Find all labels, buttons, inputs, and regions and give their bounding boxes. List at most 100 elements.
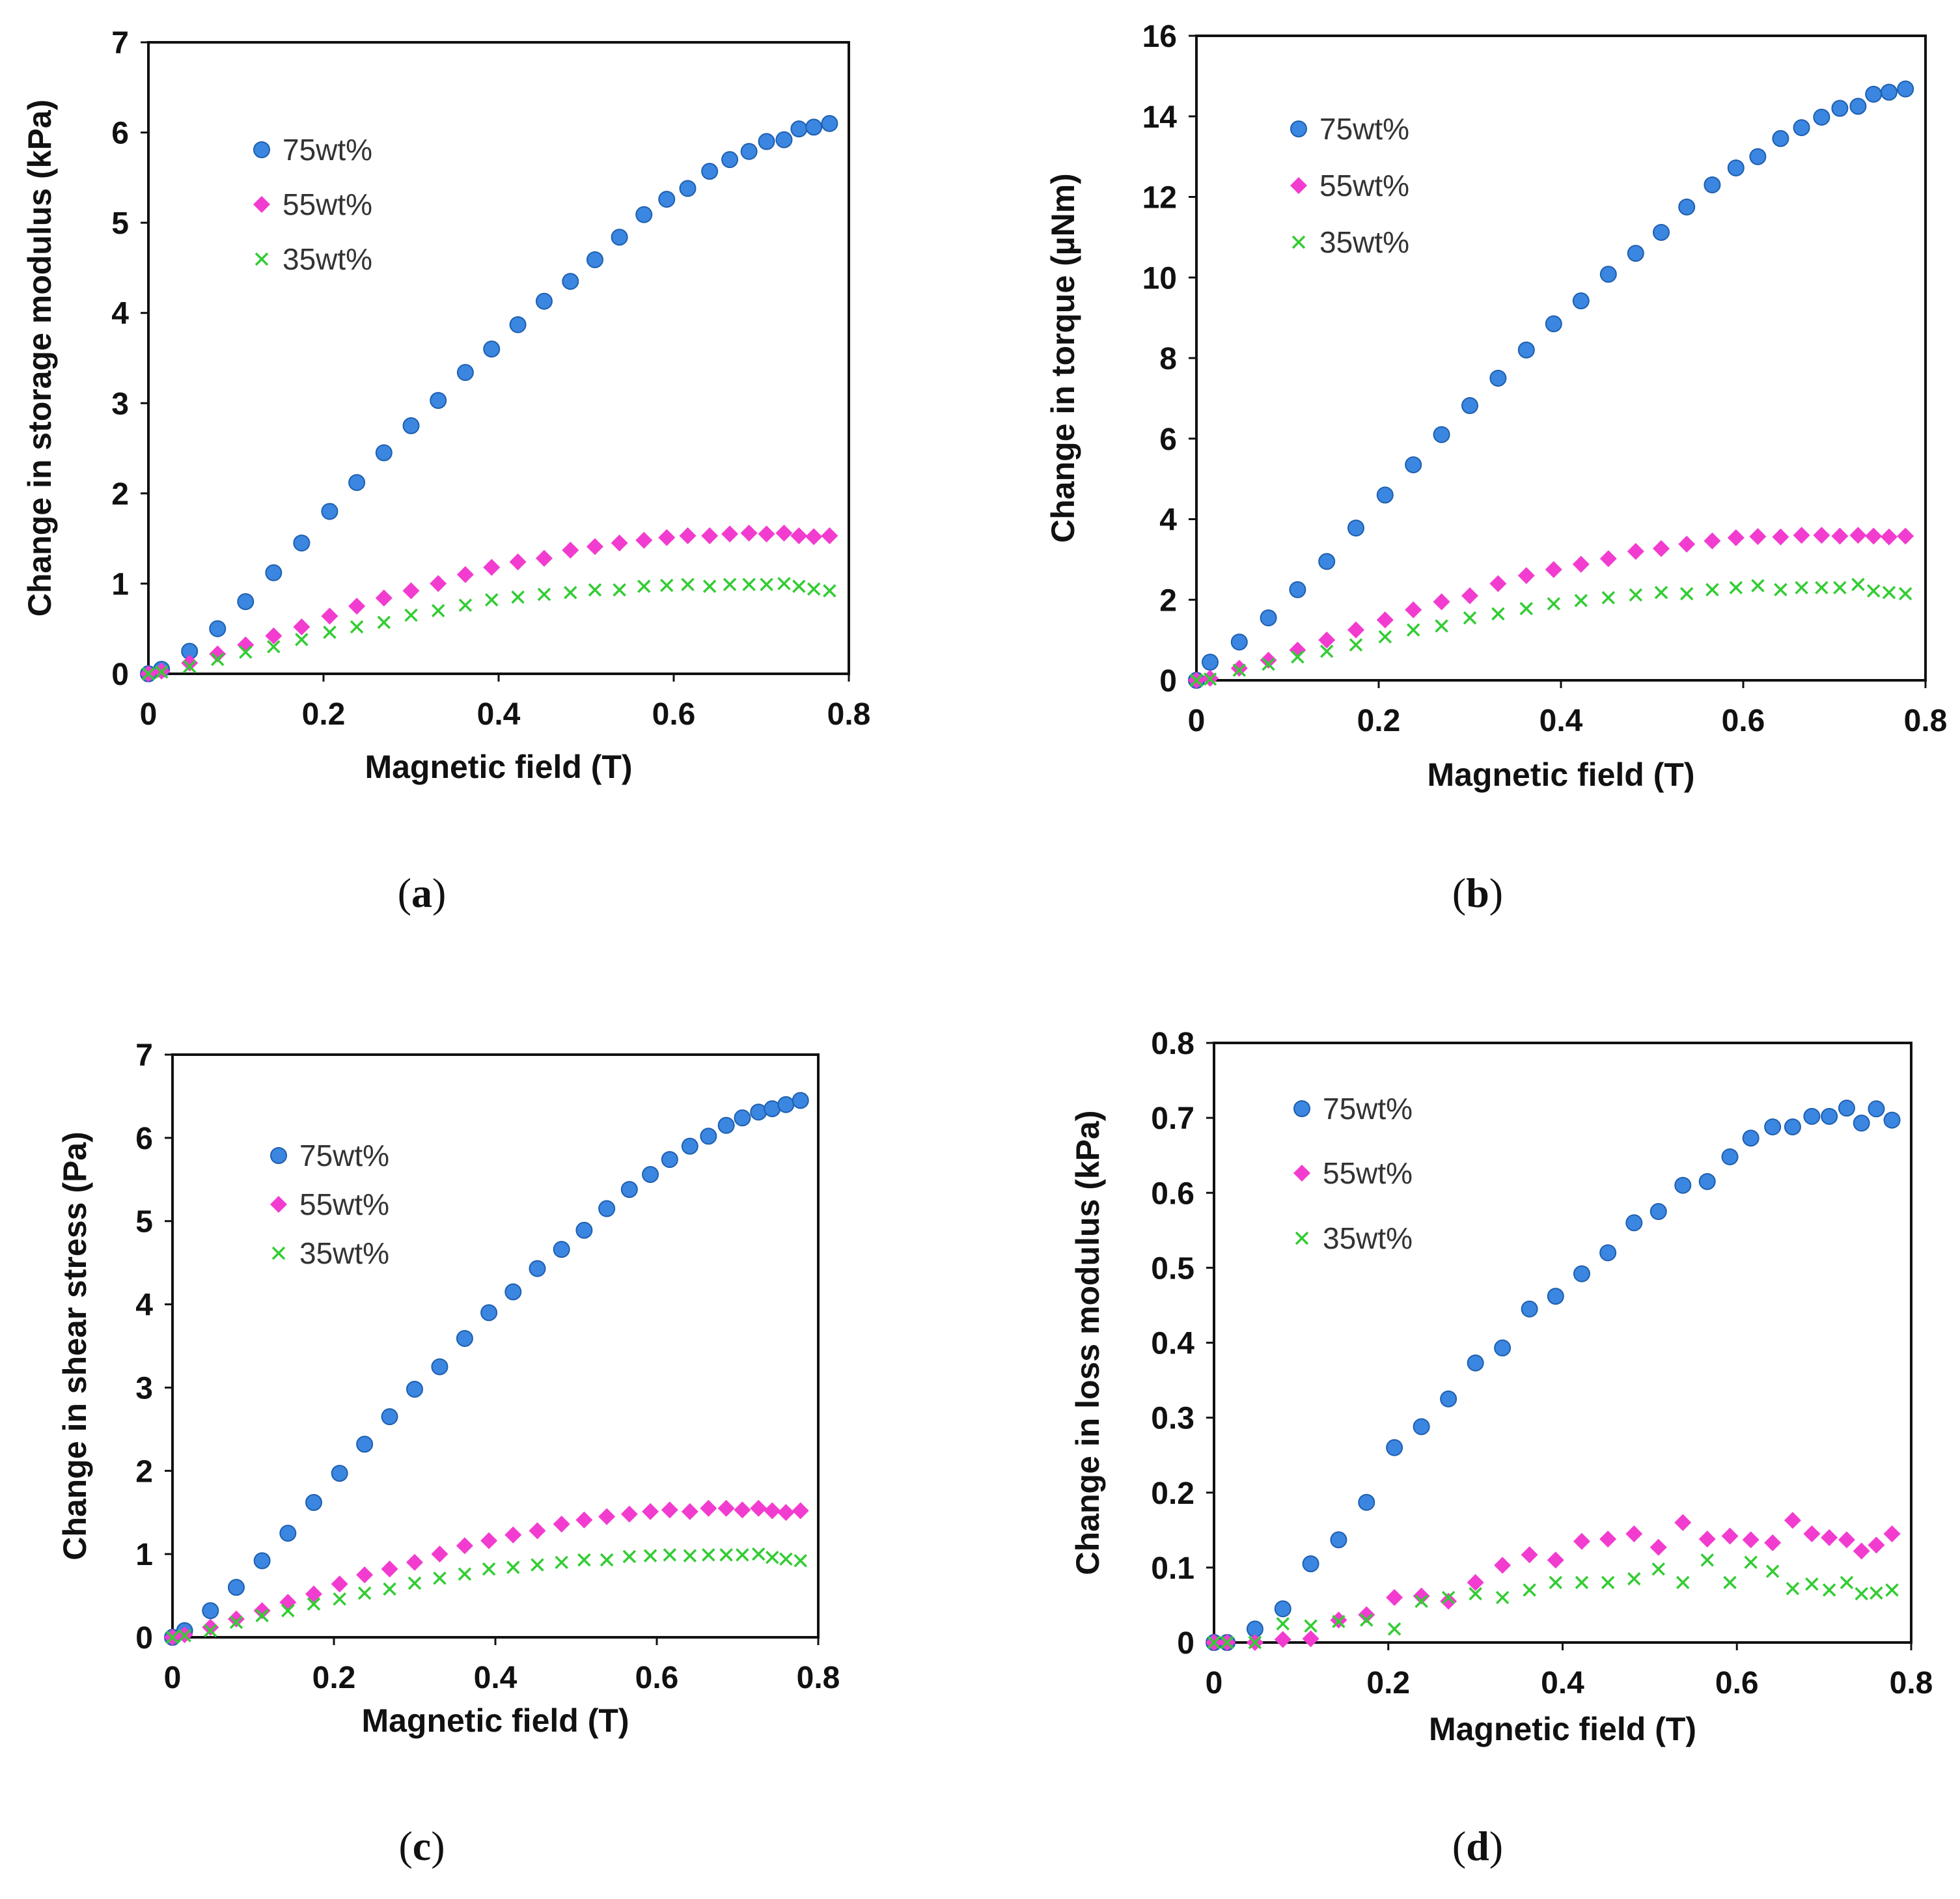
data-point-diamond [750, 1499, 767, 1517]
data-point-diamond [792, 1502, 809, 1519]
data-point-diamond [562, 542, 579, 559]
data-point-circle [535, 292, 553, 310]
data-point-diamond [721, 525, 739, 543]
data-point-x [350, 620, 364, 634]
data-point-x [777, 577, 791, 590]
data-point-circle [1849, 98, 1867, 115]
legend: 75wt% 55wt% 35wt% [270, 1139, 389, 1270]
x-tick-label: 0 [140, 697, 158, 732]
data-point-diamond [402, 582, 420, 600]
data-point-circle [265, 564, 283, 581]
data-point-diamond [734, 1501, 751, 1519]
y-tick-label: 0.4 [1151, 1327, 1194, 1361]
data-point-x [588, 583, 602, 597]
data-point-diamond [642, 1503, 659, 1520]
data-point-diamond [1897, 527, 1914, 545]
data-point-x [1679, 587, 1694, 601]
panel-caption: (c) [398, 1823, 445, 1869]
data-point-circle [1230, 633, 1248, 651]
data-point-x [1629, 588, 1643, 602]
legend-label: 55wt% [299, 1187, 389, 1221]
data-point-x [660, 578, 674, 592]
data-point-circle [1521, 1300, 1538, 1318]
data-point-diamond [1865, 527, 1883, 545]
y-tick-label: 0.3 [1151, 1402, 1194, 1436]
data-point-x [779, 1552, 793, 1566]
x-tick-label: 0.8 [1890, 1666, 1933, 1700]
data-point-diamond [456, 1537, 473, 1555]
series-0 [164, 1092, 809, 1646]
data-point-x [357, 1587, 372, 1600]
data-point-x [752, 1547, 766, 1561]
data-point-circle [1678, 198, 1696, 215]
data-point-circle [1599, 266, 1617, 283]
x-tick-label: 0.8 [1904, 704, 1948, 738]
data-point-diamond [1849, 527, 1867, 544]
data-point-diamond [1627, 543, 1644, 560]
data-point-circle [237, 593, 255, 611]
data-point-diamond [406, 1553, 423, 1571]
data-point-circle [679, 180, 697, 197]
x-tick-label: 0.4 [474, 1661, 518, 1695]
data-point-circle [1386, 1439, 1403, 1456]
y-tick-label: 2 [135, 1454, 153, 1489]
x-axis-title: Magnetic field (T) [1427, 756, 1694, 793]
data-point-diamond [1698, 1531, 1716, 1548]
data-point-diamond [331, 1575, 348, 1593]
data-point-diamond [1793, 527, 1810, 544]
data-point-circle [1289, 581, 1306, 598]
y-tick-label: 7 [135, 1038, 153, 1073]
data-point-circle [1704, 176, 1721, 193]
data-point-circle [321, 503, 338, 520]
x-tick-label: 0.4 [477, 697, 521, 732]
data-point-x [1360, 1613, 1373, 1627]
data-point-x [1851, 577, 1865, 591]
data-point-circle [402, 417, 420, 434]
data-point-x [531, 1558, 544, 1572]
data-point-circle [456, 364, 474, 381]
series-2 [141, 577, 836, 681]
data-point-diamond [1413, 1587, 1430, 1605]
x-tick-label: 0.6 [652, 697, 696, 732]
x-tick-label: 0.2 [302, 697, 346, 732]
data-point-circle [1318, 553, 1336, 570]
data-point-x [1189, 673, 1204, 687]
series-2 [165, 1547, 807, 1644]
data-point-diamond [1547, 1551, 1564, 1569]
data-point-x [433, 1571, 447, 1585]
y-tick-label: 1 [135, 1538, 153, 1572]
data-point-circle [821, 115, 838, 132]
data-point-diamond [483, 559, 501, 576]
data-point-x [178, 1629, 191, 1643]
data-point-x [1435, 619, 1448, 633]
data-point-circle [1433, 426, 1450, 443]
y-tick-label: 6 [135, 1122, 153, 1156]
data-point-diamond [1230, 659, 1248, 677]
data-point-circle [717, 1116, 735, 1134]
data-point-diamond [805, 528, 823, 546]
data-point-circle [253, 1552, 271, 1570]
y-tick-label: 0 [111, 658, 129, 692]
data-point-circle [700, 1128, 717, 1145]
legend-label: 35wt% [299, 1236, 389, 1270]
data-point-circle [431, 1358, 449, 1376]
data-point-circle [734, 1109, 751, 1127]
data-point-circle [1838, 1100, 1855, 1117]
data-point-diamond [740, 524, 758, 542]
data-point-x [1378, 630, 1392, 644]
data-point-diamond [209, 645, 227, 663]
data-point-x [1304, 1619, 1318, 1633]
y-tick-label: 0.8 [1151, 1027, 1194, 1061]
legend: 75wt% 55wt% 35wt% [1290, 112, 1409, 259]
data-point-circle [658, 191, 676, 208]
data-point-circle [406, 1380, 423, 1398]
panel-caption: (d) [1452, 1823, 1503, 1869]
y-tick-label: 6 [111, 117, 129, 151]
data-point-diamond [253, 1602, 271, 1620]
data-point-x [1203, 672, 1217, 686]
data-point-diamond [717, 1499, 735, 1517]
data-point-diamond [321, 607, 338, 625]
data-point-diamond [1572, 555, 1590, 573]
legend-marker-diamond [270, 1196, 287, 1213]
y-tick-label: 0.6 [1151, 1176, 1194, 1211]
